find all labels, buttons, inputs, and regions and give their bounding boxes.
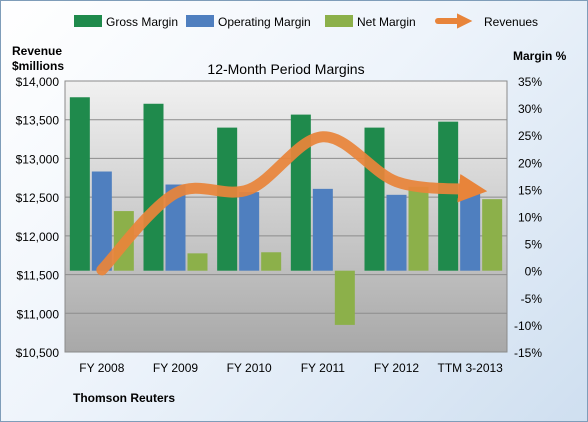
bar-gross-margin xyxy=(69,97,90,271)
bar-net-margin xyxy=(408,186,429,271)
revenue-line-group xyxy=(96,131,488,276)
bar-operating-margin xyxy=(239,192,260,271)
bar-net-margin xyxy=(261,252,282,271)
right-axis-tick-label: -10% xyxy=(514,319,542,333)
left-axis-tick-label: $14,000 xyxy=(16,75,60,89)
right-axis-tick-label: 25% xyxy=(518,129,542,143)
right-axis-tick-label: -15% xyxy=(514,346,542,360)
right-axis-tick-label: 5% xyxy=(525,238,543,252)
revenue-point xyxy=(470,189,471,190)
revenue-point xyxy=(249,189,250,190)
category-label: FY 2010 xyxy=(227,361,272,375)
bar-net-margin xyxy=(187,253,208,271)
left-axis-tick-label: $12,000 xyxy=(16,230,60,244)
right-axis-tick-label: 20% xyxy=(518,156,542,170)
category-label: FY 2008 xyxy=(79,361,124,375)
legend-swatch-operating-margin xyxy=(186,15,214,27)
bar-operating-margin xyxy=(460,190,481,271)
bar-gross-margin xyxy=(143,103,164,271)
legend-label-net-margin: Net Margin xyxy=(357,15,416,29)
right-axis-tick-label: 30% xyxy=(518,102,542,116)
left-axis-tick-label: $13,000 xyxy=(16,152,60,166)
legend-label-revenues: Revenues xyxy=(484,15,538,29)
right-axis-label: Margin % xyxy=(513,49,567,63)
bar-operating-margin xyxy=(386,194,407,271)
revenue-point xyxy=(322,136,323,137)
bar-net-margin xyxy=(334,270,355,325)
left-axis-tick-label: $11,000 xyxy=(17,307,60,321)
legend: Gross Margin Operating Margin Net Margin… xyxy=(74,13,538,29)
bar-operating-margin xyxy=(165,184,186,271)
revenue-point xyxy=(101,269,102,270)
legend-label-gross-margin: Gross Margin xyxy=(106,15,178,29)
bar-operating-margin xyxy=(91,171,112,271)
left-axis-tick-label: $13,500 xyxy=(16,114,60,128)
revenue-line xyxy=(96,131,488,276)
bar-gross-margin xyxy=(217,127,238,271)
category-label: FY 2009 xyxy=(153,361,198,375)
bar-gross-margin xyxy=(438,121,459,271)
bar-operating-margin xyxy=(312,188,333,271)
right-axis-ticks: -15% -10% -5% 0% 5% 10% 15% 20% 25% 30% 35% xyxy=(514,75,542,360)
left-axis-tick-label: $10,500 xyxy=(16,346,60,360)
left-axis-label-line1: Revenue xyxy=(12,44,62,58)
revenue-point xyxy=(175,193,176,194)
left-axis-tick-label: $12,500 xyxy=(16,191,60,205)
category-labels: FY 2008 FY 2009 FY 2010 FY 2011 FY 2012 TTM 3… xyxy=(79,361,503,375)
left-axis-ticks: $10,500 $11,000 $11,500 $12,000 $12,500 $13,0… xyxy=(16,75,60,360)
right-axis-tick-label: 35% xyxy=(518,75,542,89)
category-label: FY 2011 xyxy=(301,361,346,375)
plot-area xyxy=(64,80,508,353)
right-axis-tick-label: 15% xyxy=(518,183,542,197)
source-label: Thomson Reuters xyxy=(73,391,175,405)
bar-gross-margin xyxy=(364,127,385,271)
right-axis-tick-label: 0% xyxy=(525,265,543,279)
chart-title: 12-Month Period Margins xyxy=(207,61,364,77)
right-axis-tick-label: -5% xyxy=(521,292,543,306)
left-axis-tick-label: $11,500 xyxy=(17,269,60,283)
right-axis-tick-label: 10% xyxy=(518,211,542,225)
legend-swatch-gross-margin xyxy=(74,15,102,27)
left-axis-label-line2: $millions xyxy=(12,59,64,73)
bar-net-margin xyxy=(482,199,503,271)
category-label: TTM 3-2013 xyxy=(437,361,503,375)
legend-label-operating-margin: Operating Margin xyxy=(218,15,311,29)
legend-swatch-net-margin xyxy=(325,15,353,27)
revenue-point xyxy=(396,181,397,182)
category-label: FY 2012 xyxy=(374,361,419,375)
